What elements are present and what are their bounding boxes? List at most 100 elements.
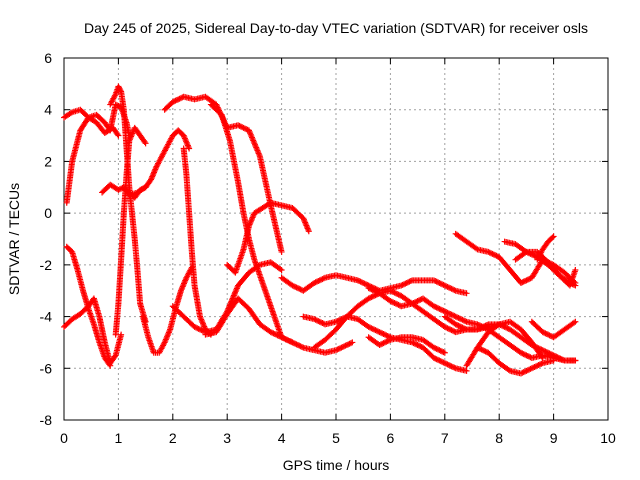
data-point: [481, 323, 488, 330]
data-point: [405, 279, 412, 286]
data-point: [445, 362, 452, 369]
data-point: [542, 348, 549, 355]
data-point: [255, 262, 262, 269]
data-point: [381, 331, 388, 338]
data-point: [311, 316, 318, 323]
data-point: [384, 338, 391, 345]
data-point: [294, 342, 301, 349]
data-point: [478, 324, 485, 331]
data-point: [527, 250, 534, 257]
data-point: [538, 346, 545, 353]
data-point: [481, 347, 488, 354]
data-point: [489, 250, 496, 257]
data-point: [278, 334, 285, 341]
data-point: [394, 290, 401, 297]
data-point: [436, 305, 443, 312]
series-track-24: [528, 318, 579, 341]
data-point: [334, 318, 341, 325]
data-point: [388, 298, 395, 305]
ticks-layer: 0 1 2 3 4 5 6 7 8 9 10 -8 -6 -4 -2 0 2 4 6: [40, 50, 616, 446]
data-point: [493, 252, 500, 259]
series-track-11: [63, 243, 114, 369]
data-point: [488, 250, 495, 257]
data-point: [437, 306, 444, 313]
y-axis-label: SDTVAR / TECUs: [6, 183, 22, 295]
data-point: [448, 311, 455, 318]
data-point: [557, 355, 564, 362]
x-tick-label: 1: [115, 430, 123, 446]
data-point: [379, 330, 386, 337]
data-point: [415, 297, 422, 304]
data-point: [524, 276, 531, 283]
data-point: [432, 355, 439, 362]
data-point: [339, 343, 346, 350]
data-point: [447, 285, 454, 292]
data-point: [369, 325, 376, 332]
data-point: [443, 283, 450, 290]
data-point: [334, 346, 341, 353]
data-point: [501, 323, 508, 330]
data-point: [236, 122, 243, 129]
data-point: [364, 281, 371, 288]
data-point: [519, 279, 526, 286]
data-point: [406, 278, 413, 285]
data-point: [341, 314, 348, 321]
data-point: [456, 323, 463, 330]
data-point: [313, 278, 320, 285]
data-point: [530, 252, 537, 259]
data-point: [522, 368, 529, 375]
data-point: [199, 327, 206, 334]
data-point: [447, 310, 454, 317]
data-point: [289, 282, 296, 289]
data-point: [528, 365, 535, 372]
data-point: [448, 285, 455, 292]
y-tick-label: 0: [44, 205, 52, 221]
data-point: [286, 338, 293, 345]
x-tick-label: 2: [169, 430, 177, 446]
data-point: [436, 357, 443, 364]
data-point: [523, 277, 530, 284]
data-point: [354, 277, 361, 284]
data-point: [365, 323, 372, 330]
data-point: [440, 359, 447, 366]
data-point: [447, 362, 454, 369]
data-point: [413, 298, 420, 305]
data-point: [269, 329, 276, 336]
data-point: [482, 322, 489, 329]
data-point: [114, 131, 121, 138]
data-point: [383, 332, 390, 339]
data-point: [315, 278, 322, 285]
chart-title: Day 245 of 2025, Sidereal Day-to-day VTE…: [84, 20, 588, 36]
data-point: [197, 326, 203, 333]
data-point: [441, 323, 448, 330]
data-point: [414, 298, 421, 305]
data-point: [523, 352, 530, 359]
x-tick-label: 10: [600, 430, 616, 446]
data-point: [526, 353, 533, 360]
data-point: [430, 344, 437, 351]
data-point: [294, 285, 301, 292]
data-point: [386, 337, 393, 344]
data-point: [441, 308, 448, 315]
data-point: [553, 353, 560, 360]
data-point: [278, 267, 285, 274]
x-tick-label: 0: [60, 430, 68, 446]
data-point: [454, 314, 461, 321]
data-point: [546, 332, 553, 339]
data-point: [388, 288, 395, 295]
data-point: [319, 320, 326, 327]
data-point: [273, 331, 280, 338]
data-point: [451, 287, 458, 294]
data-point: [371, 287, 378, 294]
x-tick-label: 6: [387, 430, 395, 446]
data-point: [526, 250, 533, 257]
data-point: [485, 248, 492, 255]
data-point: [537, 361, 543, 368]
data-point: [520, 351, 527, 358]
data-point: [435, 356, 441, 363]
data-point: [433, 278, 440, 285]
data-point: [384, 332, 391, 339]
data-point: [391, 289, 398, 296]
data-point: [460, 317, 467, 324]
data-point: [459, 316, 466, 323]
